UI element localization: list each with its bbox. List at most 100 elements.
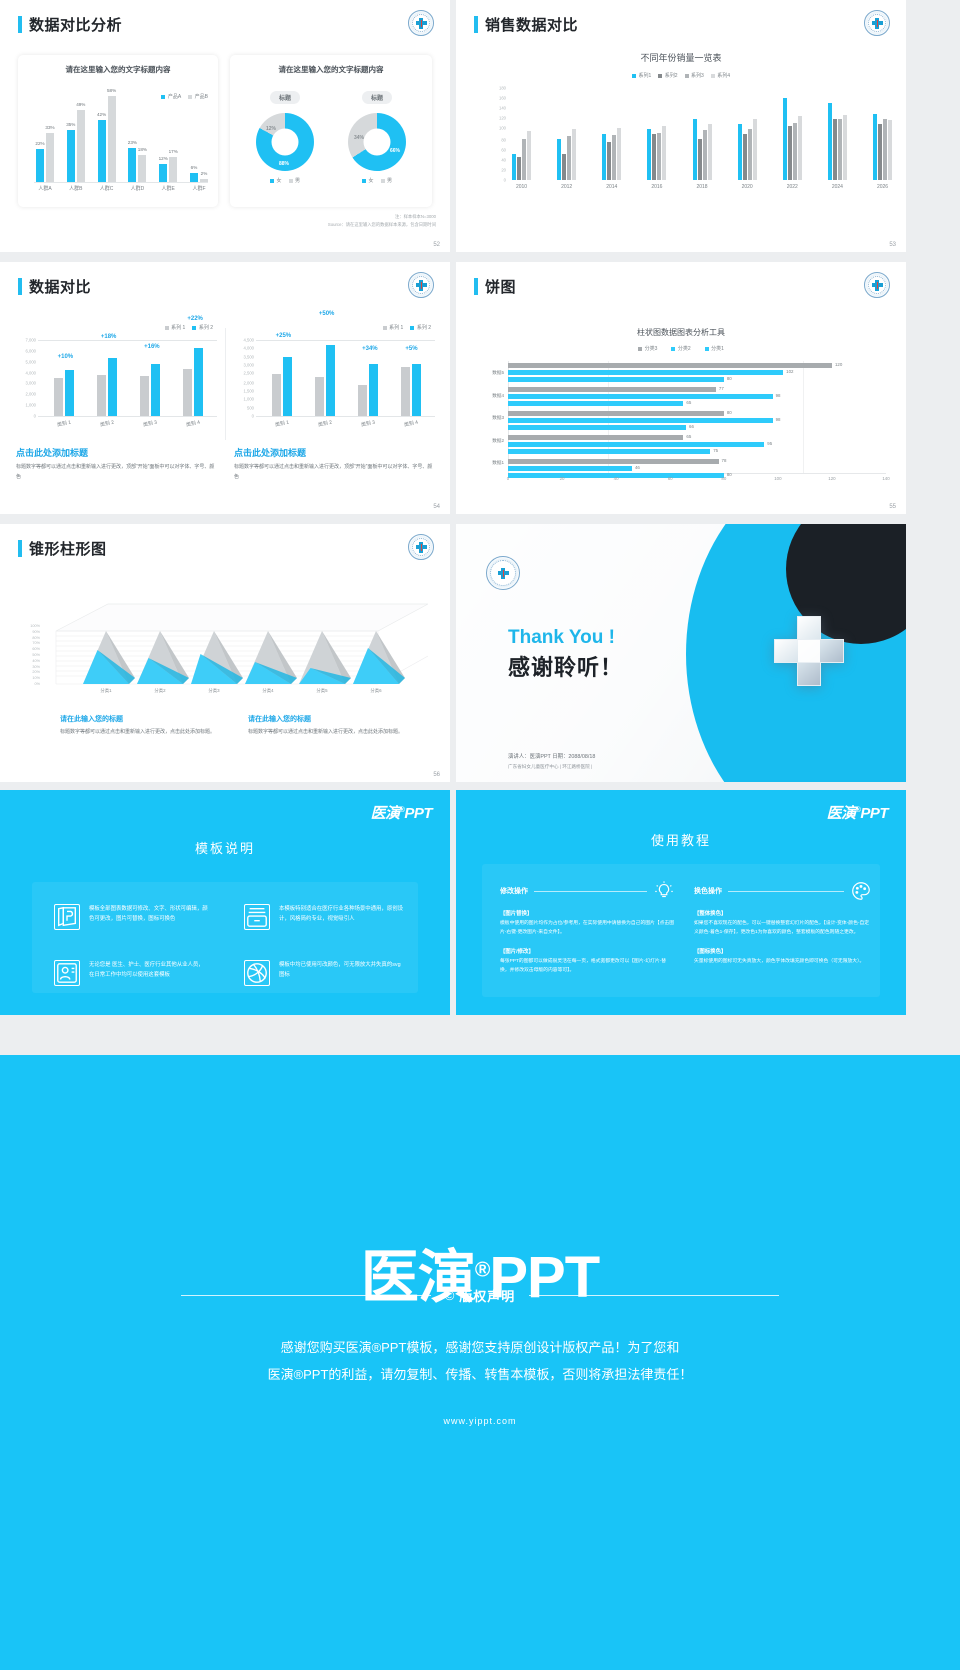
feature-item-3: 无论您是 医生、护士、医疗行业其他从业人员，在日常工作中均可以使用这套模板: [54, 960, 209, 986]
delta-label: +16%: [144, 344, 160, 350]
donut-right: 34% 66%: [348, 113, 406, 171]
copyright-icon: ©: [444, 1288, 455, 1303]
hbar-cat3: 120: [508, 362, 842, 368]
slide-55[interactable]: 饼图 柱状图数据图表分析工具 分类3 分类2 分类1 数据5 数据4 数据3 数…: [456, 262, 906, 514]
s52-right-card: 请在这里输入您的文字标题内容 标题 12% 88% 女 男 标题 34% 66%: [230, 55, 432, 207]
slide-template-info[interactable]: 医演®PPT 模板说明 模板全部图表数据可修改、文字、形状可编辑，颜色可更改，图…: [0, 790, 450, 1015]
brand-logo: 医演®PPT: [370, 805, 433, 822]
s54-left-heading: 点击此处添加标题: [16, 448, 89, 458]
id-card-icon: [54, 960, 80, 986]
donut-left-wrap: 标题 12% 88% 女 男: [244, 87, 326, 184]
s54-right-chart: 系列 1 系列 2 4,500 4,000 3,500 3,000 2,500 …: [232, 311, 437, 439]
palette-icon: [852, 882, 870, 900]
delta-label: +10%: [57, 354, 74, 360]
copyright-line-2: 医演®PPT的利益，请勿复制、传播、转售本模板，否则将承担法律责任！: [267, 1367, 693, 1383]
bar-group: 2022: [782, 98, 802, 190]
tutorial-col-left: 修改操作 【图片替换】 模板中使用的图片均作为占位/参考用，在实际使用中请替换为…: [500, 880, 675, 975]
bar-group: 2012: [557, 129, 577, 190]
s52-note-1: 注：样本样本N=3000: [395, 214, 436, 219]
legend-item: 系列3: [684, 72, 704, 79]
tutorial-sub-right: 【整体换色】: [694, 911, 727, 917]
s55-legend: 分类3 分类2 分类1: [456, 345, 906, 352]
s56-cone-chart: 100% 90% 80% 70% 60% 50% 40% 30% 20% 10%…: [30, 586, 428, 701]
hbar-cat1: 75: [508, 448, 718, 454]
title-accent-bar: [18, 540, 22, 557]
title-accent-bar: [474, 278, 478, 295]
s54-right-legend: 系列 1 系列 2: [382, 324, 431, 331]
bar-group: 6% 2% 人群F: [189, 165, 208, 192]
slide-number: 52: [433, 242, 440, 248]
tutorial-body2-right: 矢量标使用的图标可无失真放大，颜色字体改填充颜色即可换色（可无限放大）。: [694, 958, 865, 964]
hbar-row: 80: [508, 472, 886, 478]
final-brand-logo: 医演®PPT: [360, 1245, 600, 1310]
s55-chart-title: 柱状图数据图表分析工具: [637, 328, 725, 337]
slide-55-title: 饼图: [474, 276, 516, 297]
hbar-cat2: 102: [508, 369, 794, 375]
hbar-cat2: 98: [508, 417, 780, 423]
s56-x-axis: 分类1 分类2 分类3 分类4 分类5 分类6: [100, 688, 382, 693]
s56-y-axis: 100% 90% 80% 70% 60% 50% 40% 30% 20% 10%…: [30, 624, 40, 686]
copyright-divider-row: © 版权声明: [0, 1286, 960, 1305]
bar-group: 42% 58% 人群C: [96, 88, 117, 192]
copyright-line-1: 感谢您购买医演®PPT模板，感谢您支持原创设计版权产品！为了您和: [280, 1340, 680, 1355]
title-accent-bar: [18, 278, 22, 295]
slide-copyright[interactable]: 医演®PPT: [0, 1055, 960, 1670]
title-accent-bar: [18, 16, 22, 33]
tutorial-panel: 修改操作 【图片替换】 模板中使用的图片均作为占位/参考用，在实际使用中请替换为…: [482, 864, 880, 997]
thanks-chinese: 感谢聆听！: [508, 655, 624, 680]
slide-thank-you[interactable]: Thank You ! 感谢聆听！ 演讲人：医演PPT 日期：2088/08/1…: [456, 524, 906, 782]
bar-group: 35% 49% 人群B: [66, 102, 86, 192]
bar-group: 22% 33% 人群A: [35, 125, 55, 192]
slide-54[interactable]: 数据对比 系列 1 系列 2 7,000 6,000 5,000 4,000 3…: [0, 262, 450, 514]
donut-left-legend: 女 男: [244, 177, 326, 184]
copyright-url: www.yippt.com: [443, 1416, 517, 1426]
hbar-cat1: 80: [508, 472, 732, 478]
hbar-cat2: 95: [508, 441, 772, 447]
bar-group: 12% 17% 人群E: [158, 149, 178, 192]
bar-group: 2024: [827, 103, 847, 190]
bar-group: +5% 类别 4: [401, 346, 422, 428]
s54-right-yaxis: 4,500 4,000 3,500 3,000 2,500 2,000 1,50…: [243, 337, 254, 419]
slide-53[interactable]: 销售数据对比 不同年份销量一览表 系列1 系列2 系列3 系列4 180 160…: [456, 0, 906, 252]
rule: [534, 890, 647, 892]
s52-left-card-title: 请在这里输入您的文字标题内容: [65, 65, 171, 74]
feature-item-2: 本模板特别适合在医疗行业各种场景中通用，原创设计，风格简约专业，视觉吸引人: [244, 904, 404, 930]
s54-right-body: 标题数字等都可以通过点击和重新输入进行更改，顶部“开始”面板中可以对字体、字号、…: [234, 464, 433, 480]
tutorial-heading: 使用教程: [650, 833, 711, 848]
bar-group: +50% 类别 2: [314, 311, 335, 428]
slide-56[interactable]: 锥形柱形图: [0, 524, 450, 782]
hbar-row: 66: [508, 424, 886, 430]
s53-bars: 2010 2012 2014 2016 2018 2020 2022 2024 …: [512, 88, 892, 190]
bar-group: +25% 类别 1: [271, 333, 292, 428]
slide-52[interactable]: 数据对比分析 请在这里输入您的文字标题内容 产品A 产品B 22% 33% 人群A …: [0, 0, 450, 252]
copyright-body: 感谢您购买医演®PPT模板，感谢您支持原创设计版权产品！为了您和 医演®PPT的…: [0, 1334, 960, 1389]
slide-number: 53: [889, 242, 896, 248]
tutorial-body2-left: 每张PPT的图都可以做成很灵活在每一页，格式宽都更改可以【图片-幻灯片-替换，并…: [500, 958, 667, 974]
s52-left-card: 请在这里输入您的文字标题内容 产品A 产品B 22% 33% 人群A 35% 49% 人…: [18, 55, 218, 207]
s53-y-axis: 180 160 140 120 100 80 60 40 20 0: [499, 85, 506, 183]
s56-right-body: 标题数字等都可以通过点击和重新输入进行更改，点击此处添加标题。: [248, 729, 404, 735]
delta-label: +5%: [405, 346, 418, 352]
bulb-icon: [655, 881, 673, 898]
slide-54-title: 数据对比: [18, 276, 91, 297]
s52-left-legend: 产品A 产品B: [161, 93, 208, 100]
s54-left-bars: +10% 类别 1 +18% 类别 2 +16% 类别 3 +22% 类别 4: [42, 316, 215, 428]
hbar-row: 65: [508, 400, 886, 406]
tutorial-col-right-title: 换色操作: [694, 888, 722, 895]
title-accent-bar: [474, 16, 478, 33]
feature-item-1: 模板全部图表数据可修改、文字、形状可编辑，颜色可更改，图片可替换，图标可换色: [54, 904, 209, 930]
s54-left-text: 点击此处添加标题 标题数字等都可以通过点击和重新输入进行更改，顶部“开始”面板中…: [16, 446, 216, 482]
legend-item: 系列2: [658, 72, 678, 79]
legend-item: 系列4: [710, 72, 730, 79]
slide-tutorial[interactable]: 医演®PPT 使用教程 修改操作 【图片替换】 模板中使用的图片均作为占位/参考…: [456, 790, 906, 1015]
s52-note-2: Source：请在这里输入您的数据样本来源，包含日期时间: [327, 222, 436, 227]
hbar-row: 98: [508, 417, 886, 423]
s54-left-yaxis: 7,000 6,000 5,000 4,000 3,000 2,000 1,00…: [25, 337, 36, 419]
s54-right-text: 点击此处添加标题 标题数字等都可以通过点击和重新输入进行更改，顶部“开始”面板中…: [234, 446, 434, 482]
divider-right: [529, 1295, 780, 1296]
bar-group: 2014: [602, 128, 622, 190]
rule: [728, 890, 844, 892]
donut-left: 12% 88%: [256, 113, 314, 171]
delta-label: +34%: [362, 346, 378, 352]
tutorial-sub-left: 【图片替换】: [500, 911, 533, 917]
